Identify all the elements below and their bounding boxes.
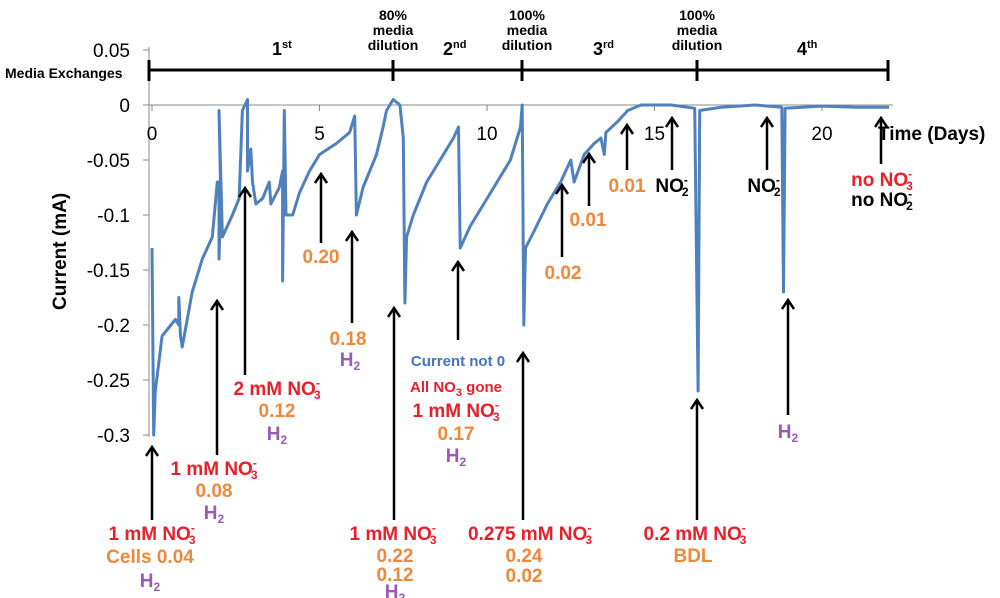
y-axis-label: Current (mA)	[50, 193, 71, 310]
section-3-label: 3rd	[593, 39, 614, 59]
section-1-label: 1st	[272, 39, 292, 59]
annotation-arrowhead	[144, 444, 160, 457]
y-tick-label: -0.15	[87, 261, 130, 282]
x-tick-label: 15	[644, 124, 665, 145]
annotation-arrowhead	[780, 297, 796, 310]
annotation-arrowhead	[515, 350, 531, 363]
annotation-arrowhead	[619, 122, 635, 135]
annotation-4-line1: 0.18	[330, 329, 367, 350]
annotation-arrowhead	[386, 305, 402, 318]
annotation-6-line3: 1 mM NO-3	[412, 398, 499, 424]
annotation-2-line2: 0.12	[259, 401, 296, 422]
annotation-12-line1: 0.2 mM NO-3	[644, 521, 747, 547]
annotation-9: 0.01	[570, 210, 607, 231]
annotation-5-line2: 0.22	[377, 546, 414, 567]
annotation-arrowhead	[237, 185, 253, 198]
x-tick-label: 20	[811, 124, 832, 145]
y-tick-label: 0.05	[93, 41, 130, 62]
x-tick-label: 10	[476, 124, 497, 145]
svg-text:media: media	[677, 22, 718, 38]
annotation-15-line2: no NO-2	[851, 187, 913, 213]
section-2-label: 2nd	[443, 39, 466, 59]
annotation-arrowhead	[581, 151, 597, 164]
annotation-arrowhead	[344, 229, 360, 242]
annotation-10: 0.01	[609, 176, 646, 197]
current-series-line	[150, 98, 889, 437]
svg-text:media: media	[373, 22, 414, 38]
svg-text:dilution: dilution	[672, 37, 723, 53]
svg-text:dilution: dilution	[368, 37, 419, 53]
svg-text:dilution: dilution	[502, 37, 553, 53]
annotation-14: H2	[778, 422, 799, 445]
dilution-label-3: 100% media dilution	[672, 7, 723, 53]
annotation-6-line2: All NO3 gone	[410, 379, 502, 399]
svg-text:media: media	[507, 22, 548, 38]
annotation-5-line1: 1 mM NO-3	[349, 521, 436, 547]
annotation-0-line1: 1 mM NO-3	[108, 521, 195, 547]
annotation-3: 0.20	[303, 247, 340, 268]
annotation-8: 0.02	[545, 263, 582, 284]
annotation-1-line1: 1 mM NO-3	[170, 456, 257, 482]
y-tick-label: -0.3	[97, 426, 130, 447]
annotation-2-line1: 2 mM NO-3	[233, 376, 320, 402]
annotation-6-line4: 0.17	[438, 424, 475, 445]
annotation-arrowhead	[873, 115, 889, 128]
annotation-2-line3: H2	[267, 424, 288, 447]
annotation-1-line2: 0.08	[196, 481, 233, 502]
annotation-7-line3: 0.02	[506, 566, 543, 587]
y-tick-label: -0.2	[97, 316, 130, 337]
y-tick-label: -0.1	[97, 206, 130, 227]
annotation-6-line1: Current not 0	[411, 353, 505, 370]
annotation-11: NO-2	[655, 173, 689, 199]
annotation-5-line4: H2	[385, 582, 406, 598]
svg-text:80%: 80%	[379, 7, 408, 23]
x-tick-label: 5	[314, 124, 325, 145]
svg-text:100%: 100%	[679, 7, 715, 23]
annotation-13: NO-2	[747, 173, 781, 199]
y-tick-label: 0	[119, 96, 130, 117]
y-tick-label: -0.25	[87, 371, 130, 392]
section-4-label: 4th	[797, 39, 818, 59]
annotation-0-line2: Cells 0.04	[106, 547, 194, 568]
annotation-arrowhead	[450, 259, 466, 272]
x-axis-label: Time (Days)	[878, 124, 985, 145]
annotation-7-line2: 0.24	[506, 546, 543, 567]
dilution-label-2: 100% media dilution	[502, 7, 553, 53]
annotation-arrowhead	[689, 397, 705, 410]
annotation-12-line2: BDL	[673, 546, 712, 567]
annotation-6-line5: H2	[446, 446, 467, 469]
annotation-arrowhead	[664, 115, 680, 128]
svg-text:100%: 100%	[509, 7, 545, 23]
annotation-arrowhead	[759, 115, 775, 128]
annotation-7-line1: 0.275 mM NO-3	[468, 521, 592, 547]
media-exchanges-label: Media Exchanges	[5, 65, 123, 81]
annotation-arrowhead	[313, 171, 329, 184]
annotation-5-line3: 0.12	[377, 565, 414, 586]
annotation-1-line3: H2	[204, 503, 225, 526]
annotation-0-line3: H2	[140, 571, 161, 594]
annotation-arrowhead	[554, 182, 570, 195]
annotation-arrowhead	[209, 298, 225, 311]
y-tick-label: -0.05	[87, 151, 130, 172]
dilution-label-1: 80% media dilution	[368, 7, 419, 53]
annotation-4-line2: H2	[340, 350, 361, 373]
annotation-15-line1: no NO-3	[851, 167, 913, 193]
x-tick-label: 0	[147, 124, 158, 145]
